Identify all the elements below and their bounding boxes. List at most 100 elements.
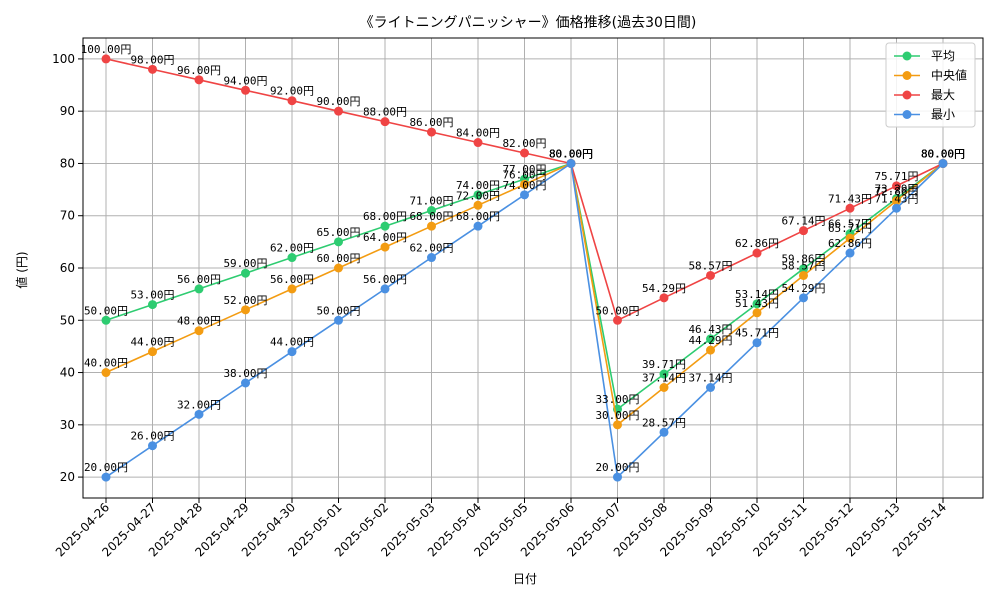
y-tick-label: 80: [60, 156, 75, 170]
data-label: 65.00円: [316, 226, 360, 239]
data-point: [799, 270, 808, 280]
chart-title: 《ライトニングパニッシャー》価格推移(過去30日間): [360, 15, 697, 31]
data-point: [845, 203, 855, 213]
data-label: 58.57円: [688, 259, 732, 272]
data-label: 94.00円: [223, 74, 267, 87]
data-point: [659, 293, 669, 303]
y-tick-label: 50: [60, 313, 75, 327]
data-label: 72.00円: [456, 189, 500, 202]
legend-item-2: 最大: [894, 88, 955, 102]
data-point: [473, 190, 483, 200]
data-label: 72.86円: [874, 185, 918, 198]
data-label: 54.29円: [642, 282, 686, 295]
legend-label: 平均: [931, 49, 955, 63]
data-label: 71.43円: [874, 192, 918, 205]
data-point: [706, 334, 715, 344]
data-label: 56.00円: [177, 273, 221, 286]
grid: [83, 38, 983, 498]
data-point: [287, 347, 297, 357]
data-label: 62.86円: [735, 237, 779, 250]
data-label: 44.29円: [688, 334, 732, 347]
data-point: [287, 284, 297, 294]
data-label: 73.29円: [874, 183, 918, 196]
series-1: [101, 158, 948, 430]
data-label: 82.00円: [502, 137, 546, 150]
data-label: 38.00円: [223, 367, 267, 380]
legend-label: 最小: [931, 108, 955, 122]
y-tick-label: 70: [60, 209, 75, 223]
legend-marker: [902, 90, 912, 100]
data-label: 44.00円: [270, 336, 314, 349]
data-point: [799, 293, 808, 303]
data-point: [752, 299, 762, 309]
data-label: 76.00円: [502, 168, 546, 181]
data-label: 98.00円: [130, 53, 174, 66]
data-label: 37.14円: [642, 371, 686, 384]
legend-marker: [902, 71, 912, 80]
data-point: [194, 409, 204, 419]
legend-item-1: 中央値: [894, 68, 967, 83]
data-point: [892, 203, 901, 213]
data-label: 80.00円: [549, 147, 593, 160]
data-label: 68.00円: [409, 210, 453, 223]
series-3: [101, 158, 948, 482]
data-label: 64.00円: [363, 231, 407, 244]
x-axis: 2025-04-262025-04-272025-04-282025-04-29…: [53, 498, 949, 559]
data-label: 80.00円: [921, 147, 965, 160]
data-label: 88.00円: [363, 106, 407, 119]
data-point: [148, 441, 157, 451]
y-tick-label: 20: [60, 470, 75, 484]
data-label: 71.43円: [828, 192, 872, 205]
data-label: 59.86円: [781, 253, 825, 266]
data-point: [892, 196, 901, 206]
data-label: 59.00円: [223, 257, 267, 270]
data-point: [520, 190, 529, 200]
data-point: [334, 237, 343, 247]
data-label: 65.71円: [828, 222, 872, 235]
data-label: 28.57円: [642, 416, 686, 429]
legend-marker: [902, 51, 912, 61]
data-point: [845, 233, 855, 243]
legend-marker: [902, 110, 912, 119]
legend-label: 最大: [931, 88, 955, 102]
data-point: [613, 315, 622, 325]
data-label: 71.00円: [409, 195, 453, 208]
data-point: [427, 221, 436, 231]
data-point: [752, 248, 762, 258]
data-label: 56.00円: [363, 273, 407, 286]
data-label: 86.00円: [409, 116, 453, 129]
data-label: 80.00円: [921, 147, 965, 160]
data-point: [241, 305, 250, 315]
data-label: 66.57円: [828, 218, 872, 231]
data-label: 80.00円: [921, 147, 965, 160]
data-point: [427, 253, 436, 263]
legend-box: [885, 42, 976, 128]
data-label: 62.00円: [409, 242, 453, 255]
data-point: [334, 106, 343, 116]
data-point: [473, 200, 483, 210]
data-label: 74.00円: [456, 179, 500, 192]
data-point: [659, 382, 669, 392]
data-label: 92.00円: [270, 85, 314, 98]
legend-item-3: 最小: [894, 108, 955, 122]
data-point: [659, 427, 669, 437]
data-point: [799, 264, 808, 274]
data-point: [101, 54, 111, 64]
data-label: 56.00円: [270, 273, 314, 286]
data-point: [892, 181, 901, 191]
y-axis: 20 30 40 50 60 70 80 90 100: [52, 52, 83, 484]
data-point: [101, 368, 111, 378]
data-point: [659, 369, 669, 379]
data-label: 48.00円: [177, 315, 221, 328]
data-point: [706, 382, 715, 392]
data-point: [334, 263, 343, 273]
data-point: [194, 326, 204, 336]
data-label: 80.00円: [549, 147, 593, 160]
data-label: 53.14円: [735, 288, 779, 301]
data-label: 32.00円: [177, 398, 221, 411]
y-tick-label: 30: [60, 418, 75, 432]
data-label: 80.00円: [921, 147, 965, 160]
data-label: 68.00円: [456, 210, 500, 223]
data-label: 80.00円: [549, 147, 593, 160]
